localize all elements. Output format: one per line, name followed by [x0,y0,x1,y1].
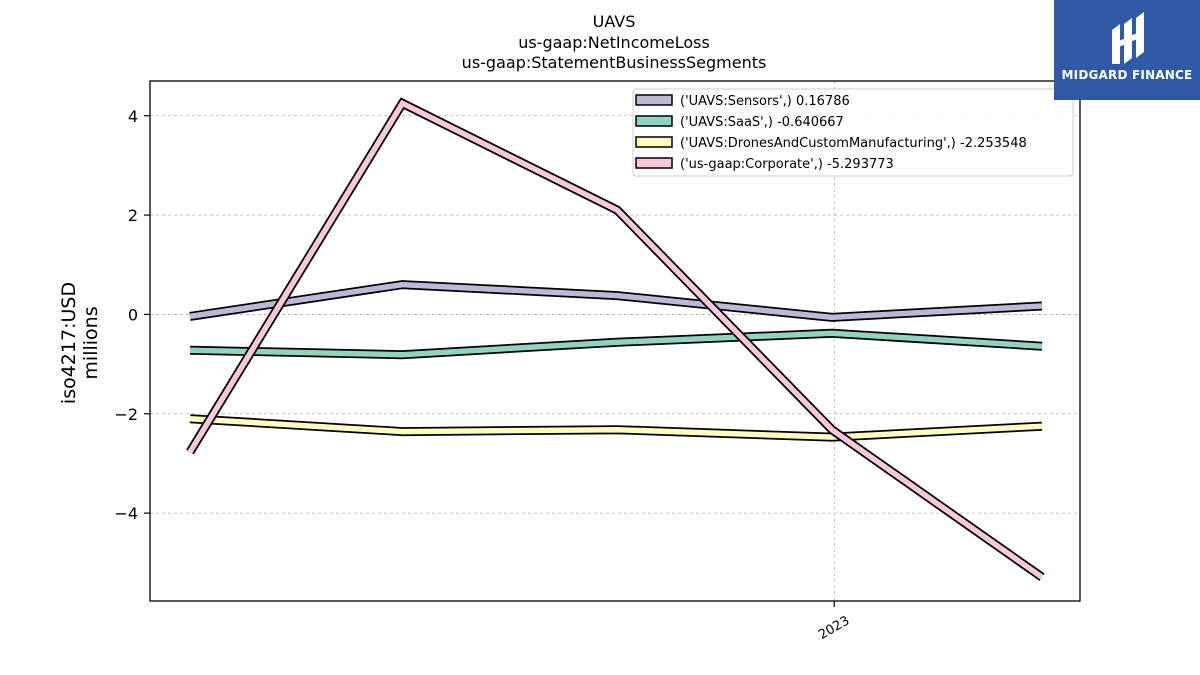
x-axis-ticks: 2023 [816,601,852,643]
y-axis-label: iso4217:USD millions [58,282,102,404]
series-layer [186,97,1045,581]
y-tick-label: 0 [128,305,138,324]
legend-swatch [635,94,673,106]
series-4-line [187,99,1044,580]
midgard-logo-icon [1112,12,1144,64]
legend-swatch [635,157,673,169]
legend-entry: ('UAVS:Sensors',) 0.16786 [680,94,850,109]
y-tick-label: −2 [114,405,138,424]
legend-entry: ('UAVS:SaaS',) -0.640667 [680,115,844,130]
x-tick-label: 2023 [816,613,852,643]
series-1-line [189,281,1043,321]
y-axis-ticks: 4 2 0 −2 −4 [114,107,150,523]
series-2-line [189,330,1043,358]
midgard-finance-logo: MIDGARD FINANCE [1054,0,1200,100]
chart-title-line-1: UAVS [593,12,636,31]
legend-frame [632,88,1074,177]
chart-title: UAVS us-gaap:NetIncomeLoss us-gaap:State… [462,12,767,72]
y-axis-label-line-1: iso4217:USD [58,282,80,404]
y-tick-label: 4 [128,107,138,126]
legend-entry: ('us-gaap:Corporate',) -5.293773 [680,157,894,172]
series-3-line [189,415,1043,440]
legend: ('UAVS:Sensors',) 0.16786 ('UAVS:SaaS',) … [632,88,1074,177]
logo-text: MIDGARD FINANCE [1061,68,1193,82]
chart-title-line-3: us-gaap:StatementBusinessSegments [462,53,767,72]
legend-swatch [635,136,673,148]
legend-entry: ('UAVS:DronesAndCustomManufacturing',) -… [680,136,1027,151]
y-tick-label: 2 [128,206,138,225]
y-tick-label: −4 [114,504,138,523]
legend-swatch [635,115,673,127]
plot-frame [149,80,1081,602]
y-axis-label-line-2: millions [80,306,102,379]
chart-title-line-2: us-gaap:NetIncomeLoss [518,33,710,52]
